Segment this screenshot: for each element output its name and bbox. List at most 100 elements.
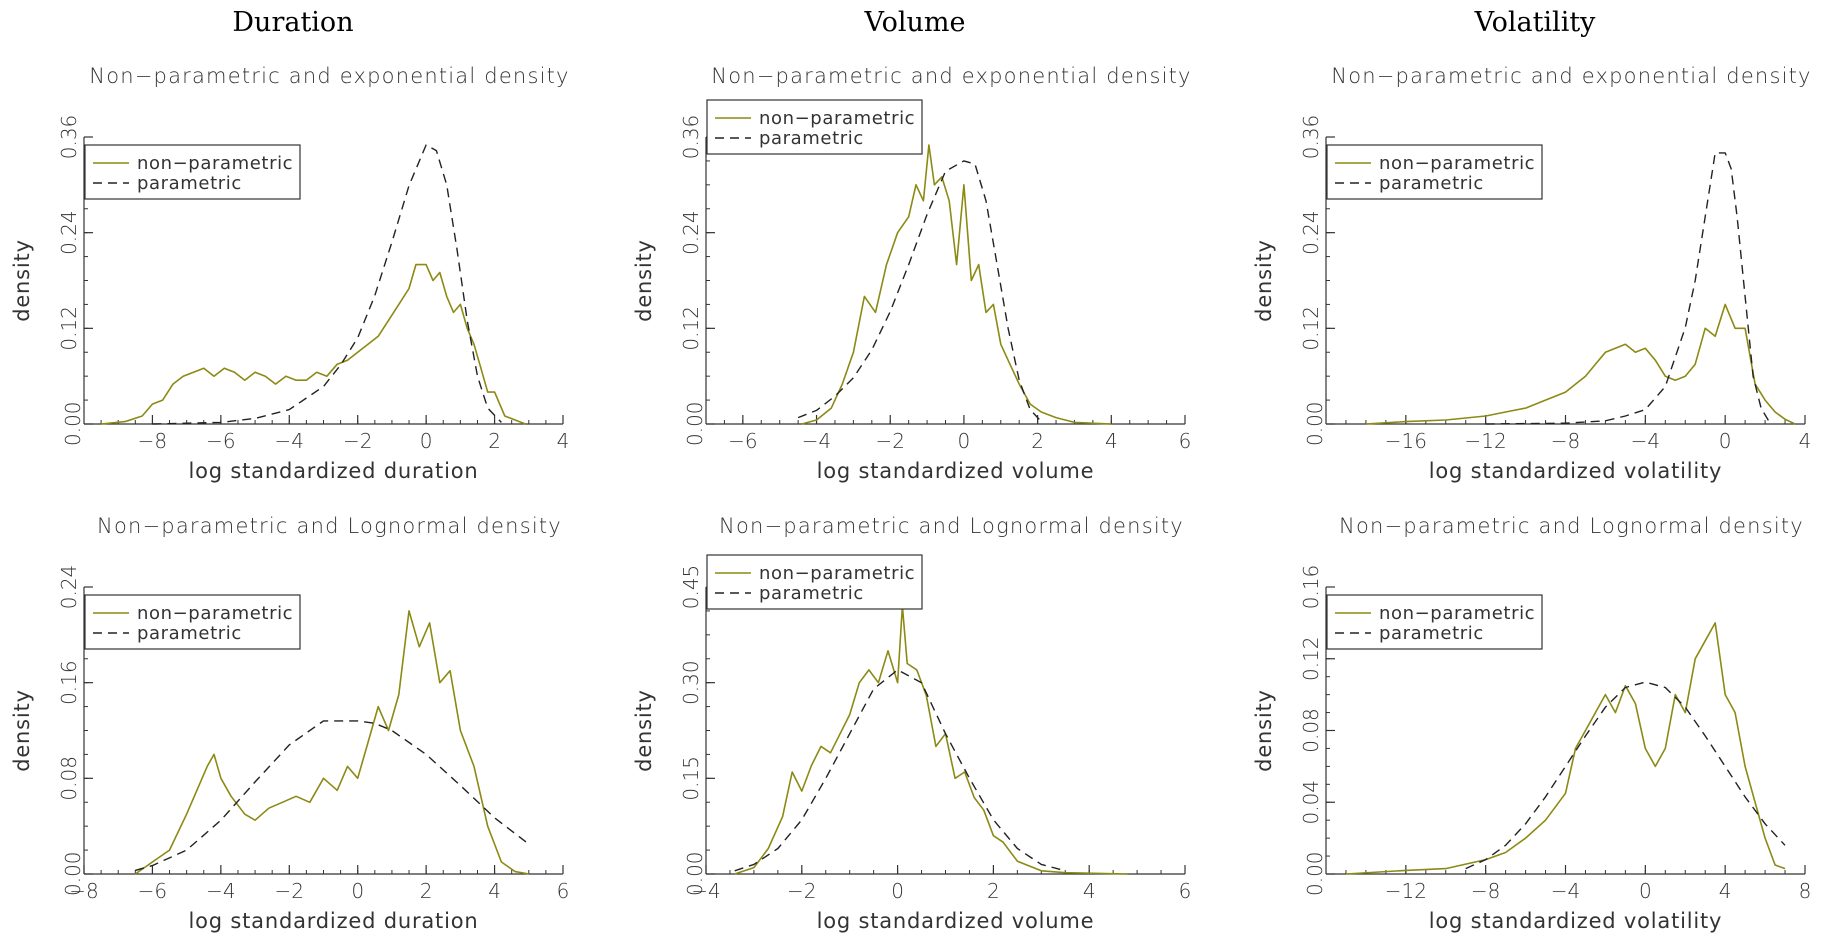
x-tick-label: −2 — [343, 429, 372, 453]
panel-title: Non−parametric and Lognormal density — [1339, 514, 1804, 538]
series-line-nonparametric — [801, 144, 1112, 425]
y-axis-label: density — [10, 239, 34, 322]
series-line-parametric — [734, 669, 1066, 872]
y-tick-label: 0.16 — [57, 660, 81, 705]
legend-box — [1326, 144, 1543, 200]
x-tick-label: 4 — [1799, 429, 1812, 453]
legend-box — [706, 554, 923, 610]
x-tick-label: −2 — [875, 429, 904, 453]
series-line-nonparametric — [101, 263, 526, 425]
y-axis-label: density — [632, 689, 656, 772]
chart-panels: Non−parametric and exponential density −8… — [10, 64, 1812, 933]
y-axis-label: density — [632, 239, 656, 322]
chart-panel-volatility-lognormal: Non−parametric and Lognormal density −12 −… — [1252, 514, 1811, 933]
x-tick-label: 2 — [420, 879, 433, 903]
y-tick-label: 0.08 — [1299, 708, 1323, 753]
legend-label: non−parametric — [1379, 603, 1535, 624]
legend-label: parametric — [1379, 623, 1484, 644]
legend-label: non−parametric — [137, 153, 293, 174]
x-tick-label: −8 — [69, 879, 98, 903]
legend-box — [84, 594, 301, 650]
y-tick-label: 0.24 — [57, 210, 81, 255]
x-tick-label: 0 — [1719, 429, 1732, 453]
column-title-duration: Duration — [232, 7, 353, 38]
y-tick-label: 0.36 — [679, 115, 703, 160]
x-tick-label: 0 — [1639, 879, 1652, 903]
x-tick-label: 0 — [891, 879, 904, 903]
x-axis-label: log standardized volatility — [1429, 909, 1723, 933]
legend-label: parametric — [137, 173, 242, 194]
panel-title: Non−parametric and exponential density — [711, 64, 1191, 88]
chart-panel-volatility-exp: Non−parametric and exponential density −1… — [1252, 64, 1812, 483]
x-tick-label: −6 — [206, 429, 235, 453]
legend-label: non−parametric — [759, 108, 915, 129]
x-tick-label: −4 — [802, 429, 831, 453]
chart-panel-duration-lognormal: Non−parametric and Lognormal density −8 −6… — [10, 514, 569, 933]
series-line-parametric — [1465, 681, 1786, 870]
legend-label: parametric — [759, 128, 864, 149]
x-tick-label: 4 — [1719, 879, 1732, 903]
x-tick-label: −8 — [138, 429, 167, 453]
y-tick-label: 0.12 — [1299, 636, 1323, 681]
series-line-nonparametric — [134, 610, 529, 875]
legend-label: parametric — [137, 623, 242, 644]
x-tick-label: 6 — [1179, 429, 1192, 453]
x-tick-label: 0 — [351, 879, 364, 903]
x-axis-label: log standardized volatility — [1429, 459, 1723, 483]
x-tick-label: −12 — [1385, 879, 1427, 903]
x-tick-label: 2 — [488, 429, 501, 453]
x-tick-label: 0 — [420, 429, 433, 453]
chart-panel-duration-exp: Non−parametric and exponential density −8… — [10, 64, 569, 483]
x-tick-label: 8 — [1799, 879, 1812, 903]
y-tick-label: 0.16 — [1299, 565, 1323, 610]
series-line-parametric — [135, 720, 530, 872]
y-tick-label: 0.36 — [57, 115, 81, 160]
x-tick-label: −4 — [275, 429, 304, 453]
y-tick-label: 0.00 — [1303, 401, 1327, 446]
legend-label: non−parametric — [1379, 153, 1535, 174]
x-tick-label: −6 — [138, 879, 167, 903]
y-tick-label: 0.00 — [61, 851, 85, 896]
x-tick-label: 0 — [958, 429, 971, 453]
y-tick-label: 0.24 — [679, 210, 703, 255]
x-tick-label: −2 — [275, 879, 304, 903]
y-tick-label: 0.30 — [679, 660, 703, 705]
panel-title: Non−parametric and exponential density — [1331, 64, 1811, 88]
chart-panel-volume-lognormal: Non−parametric and Lognormal density −4 −2… — [632, 514, 1191, 933]
y-tick-label: 0.00 — [1303, 851, 1327, 896]
x-tick-label: −6 — [728, 429, 757, 453]
legend-label: non−parametric — [137, 603, 293, 624]
x-axis-label: log standardized volume — [817, 459, 1095, 483]
y-tick-label: 0.00 — [683, 401, 707, 446]
y-axis-label: density — [1252, 689, 1276, 772]
legend-label: non−parametric — [759, 563, 915, 584]
x-tick-label: −4 — [1551, 879, 1580, 903]
y-tick-label: 0.45 — [679, 565, 703, 610]
x-axis-label: log standardized duration — [189, 459, 479, 483]
legend-box — [1326, 594, 1543, 650]
series-line-nonparametric — [1345, 622, 1786, 875]
legend-box — [84, 144, 301, 200]
x-tick-label: 2 — [1031, 429, 1044, 453]
y-tick-label: 0.08 — [57, 756, 81, 801]
x-tick-label: −4 — [206, 879, 235, 903]
series-line-parametric — [1485, 152, 1770, 425]
x-axis-label: log standardized duration — [189, 909, 479, 933]
x-tick-label: −4 — [1631, 429, 1660, 453]
y-tick-label: 0.24 — [57, 565, 81, 610]
series-line-parametric — [797, 160, 1042, 423]
y-tick-label: 0.12 — [679, 306, 703, 351]
x-tick-label: 4 — [1083, 879, 1096, 903]
x-tick-label: 4 — [1105, 429, 1118, 453]
x-tick-label: −8 — [1551, 429, 1580, 453]
column-title-volume: Volume — [864, 7, 966, 38]
y-tick-label: 0.24 — [1299, 210, 1323, 255]
x-tick-label: −16 — [1385, 429, 1427, 453]
x-tick-label: −2 — [787, 879, 816, 903]
